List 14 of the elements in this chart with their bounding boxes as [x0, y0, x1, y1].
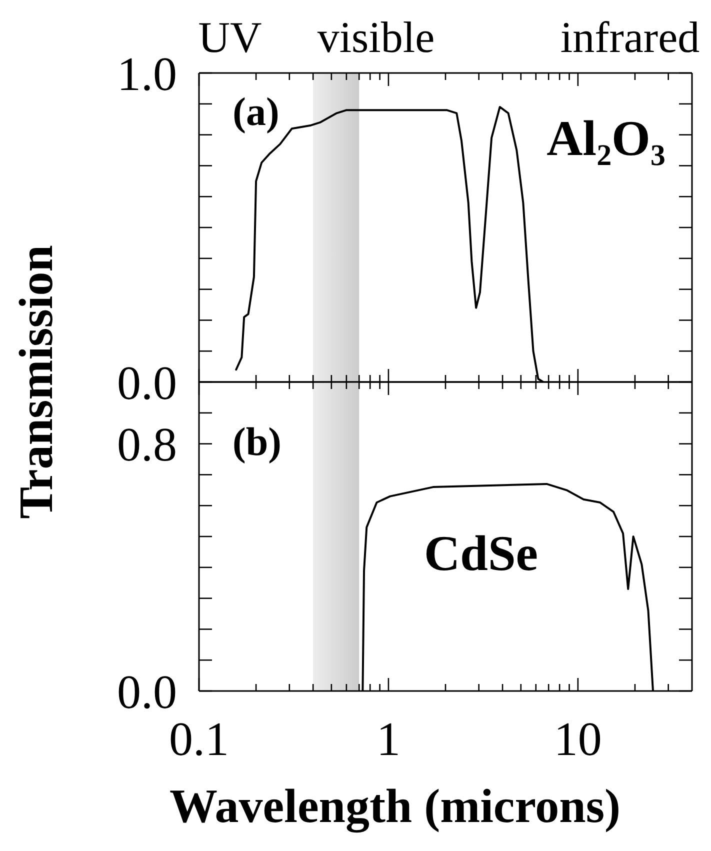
x-tick-label: 10 [554, 713, 602, 766]
x-axis-title: Wavelength (microns) [169, 780, 621, 833]
y-axis-title: Transmission [10, 245, 63, 519]
text: infrared [560, 13, 700, 62]
y-tick-label: 0.0 [117, 356, 177, 410]
annotation: CdSe [424, 525, 538, 581]
y-tick-label: 0.8 [117, 418, 177, 472]
text: UV [198, 13, 262, 62]
x-tick-label: 1 [376, 713, 400, 766]
text: visible [317, 13, 435, 62]
annotation: (a) [232, 89, 280, 134]
annotation: Al₂O₃ [546, 110, 666, 166]
y-tick-label: 1.0 [117, 48, 177, 101]
annotation: (b) [232, 419, 282, 464]
